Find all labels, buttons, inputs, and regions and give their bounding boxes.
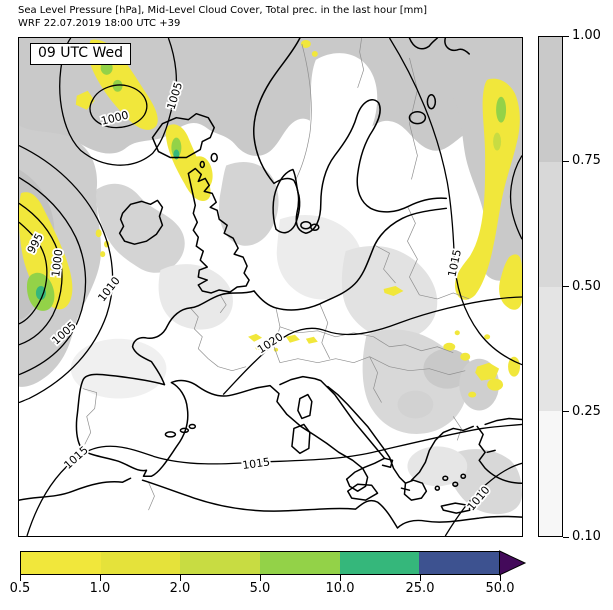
pressure-contour-label: 1000 [49,249,65,278]
precip-tick-label: 2.0 [169,581,191,596]
cloud-cover-tick-label: 0.25 [572,403,601,419]
precip-colorbar-segment [180,552,261,574]
precip-colorbar-segment [339,552,420,574]
pressure-contour-layer [19,38,522,536]
cloud-cover-colorbar-segment [539,411,562,536]
coastline-layer [19,38,522,529]
weather-map-frame: 1005 1000 995 1000 1010 1005 1015 1020 1015 1015 1… [18,37,523,537]
precip-colorbar-segment [21,552,101,574]
precip-tick [499,575,501,581]
precip-tick-label: 0.5 [9,581,31,596]
precip-tick-label: 50.0 [485,581,515,596]
cloud-cover-colorbar-segment [539,37,562,162]
precip-tick [99,575,101,581]
precip-tick-label: 10.0 [325,581,355,596]
cloud-cover-tick-label: 0.50 [572,278,601,294]
cloud-cover-tick-label: 1.00 [572,28,601,43]
precip-tick-label: 1.0 [89,581,111,596]
precip-colorbar-segment [419,552,500,574]
cloud-cover-tick [563,536,569,538]
precip-tick [419,575,421,581]
map-timestamp-badge: 09 UTC Wed [30,43,131,65]
figure-title: Sea Level Pressure [hPa], Mid-Level Clou… [18,5,428,16]
precip-colorbar-segment [260,552,340,574]
cloud-cover-tick-label: 0.10 [572,529,601,544]
precip-colorbar-segment [100,552,181,574]
cloud-cover-colorbar [538,36,563,537]
precip-colorbar [20,551,500,575]
precip-tick-label: 5.0 [249,581,271,596]
cloud-cover-colorbar-segment [539,286,562,412]
precip-tick-label: 25.0 [405,581,435,596]
cloud-cover-tick [563,411,569,413]
cloud-cover-tick [563,286,569,287]
precip-tick [259,575,261,581]
precip-tick [179,575,181,581]
precip-tick [339,575,341,581]
precip-colorbar-overflow-arrow [499,550,527,576]
cloud-cover-colorbar-segment [539,161,562,287]
model-run-subtitle: WRF 22.07.2019 18:00 UTC +39 [18,18,181,29]
cloud-cover-tick [563,160,569,162]
precip-tick [19,575,21,581]
pressure-contour-label: 1015 [241,455,270,472]
cloud-cover-tick-label: 0.75 [572,153,601,169]
cloud-cover-tick [563,35,569,37]
